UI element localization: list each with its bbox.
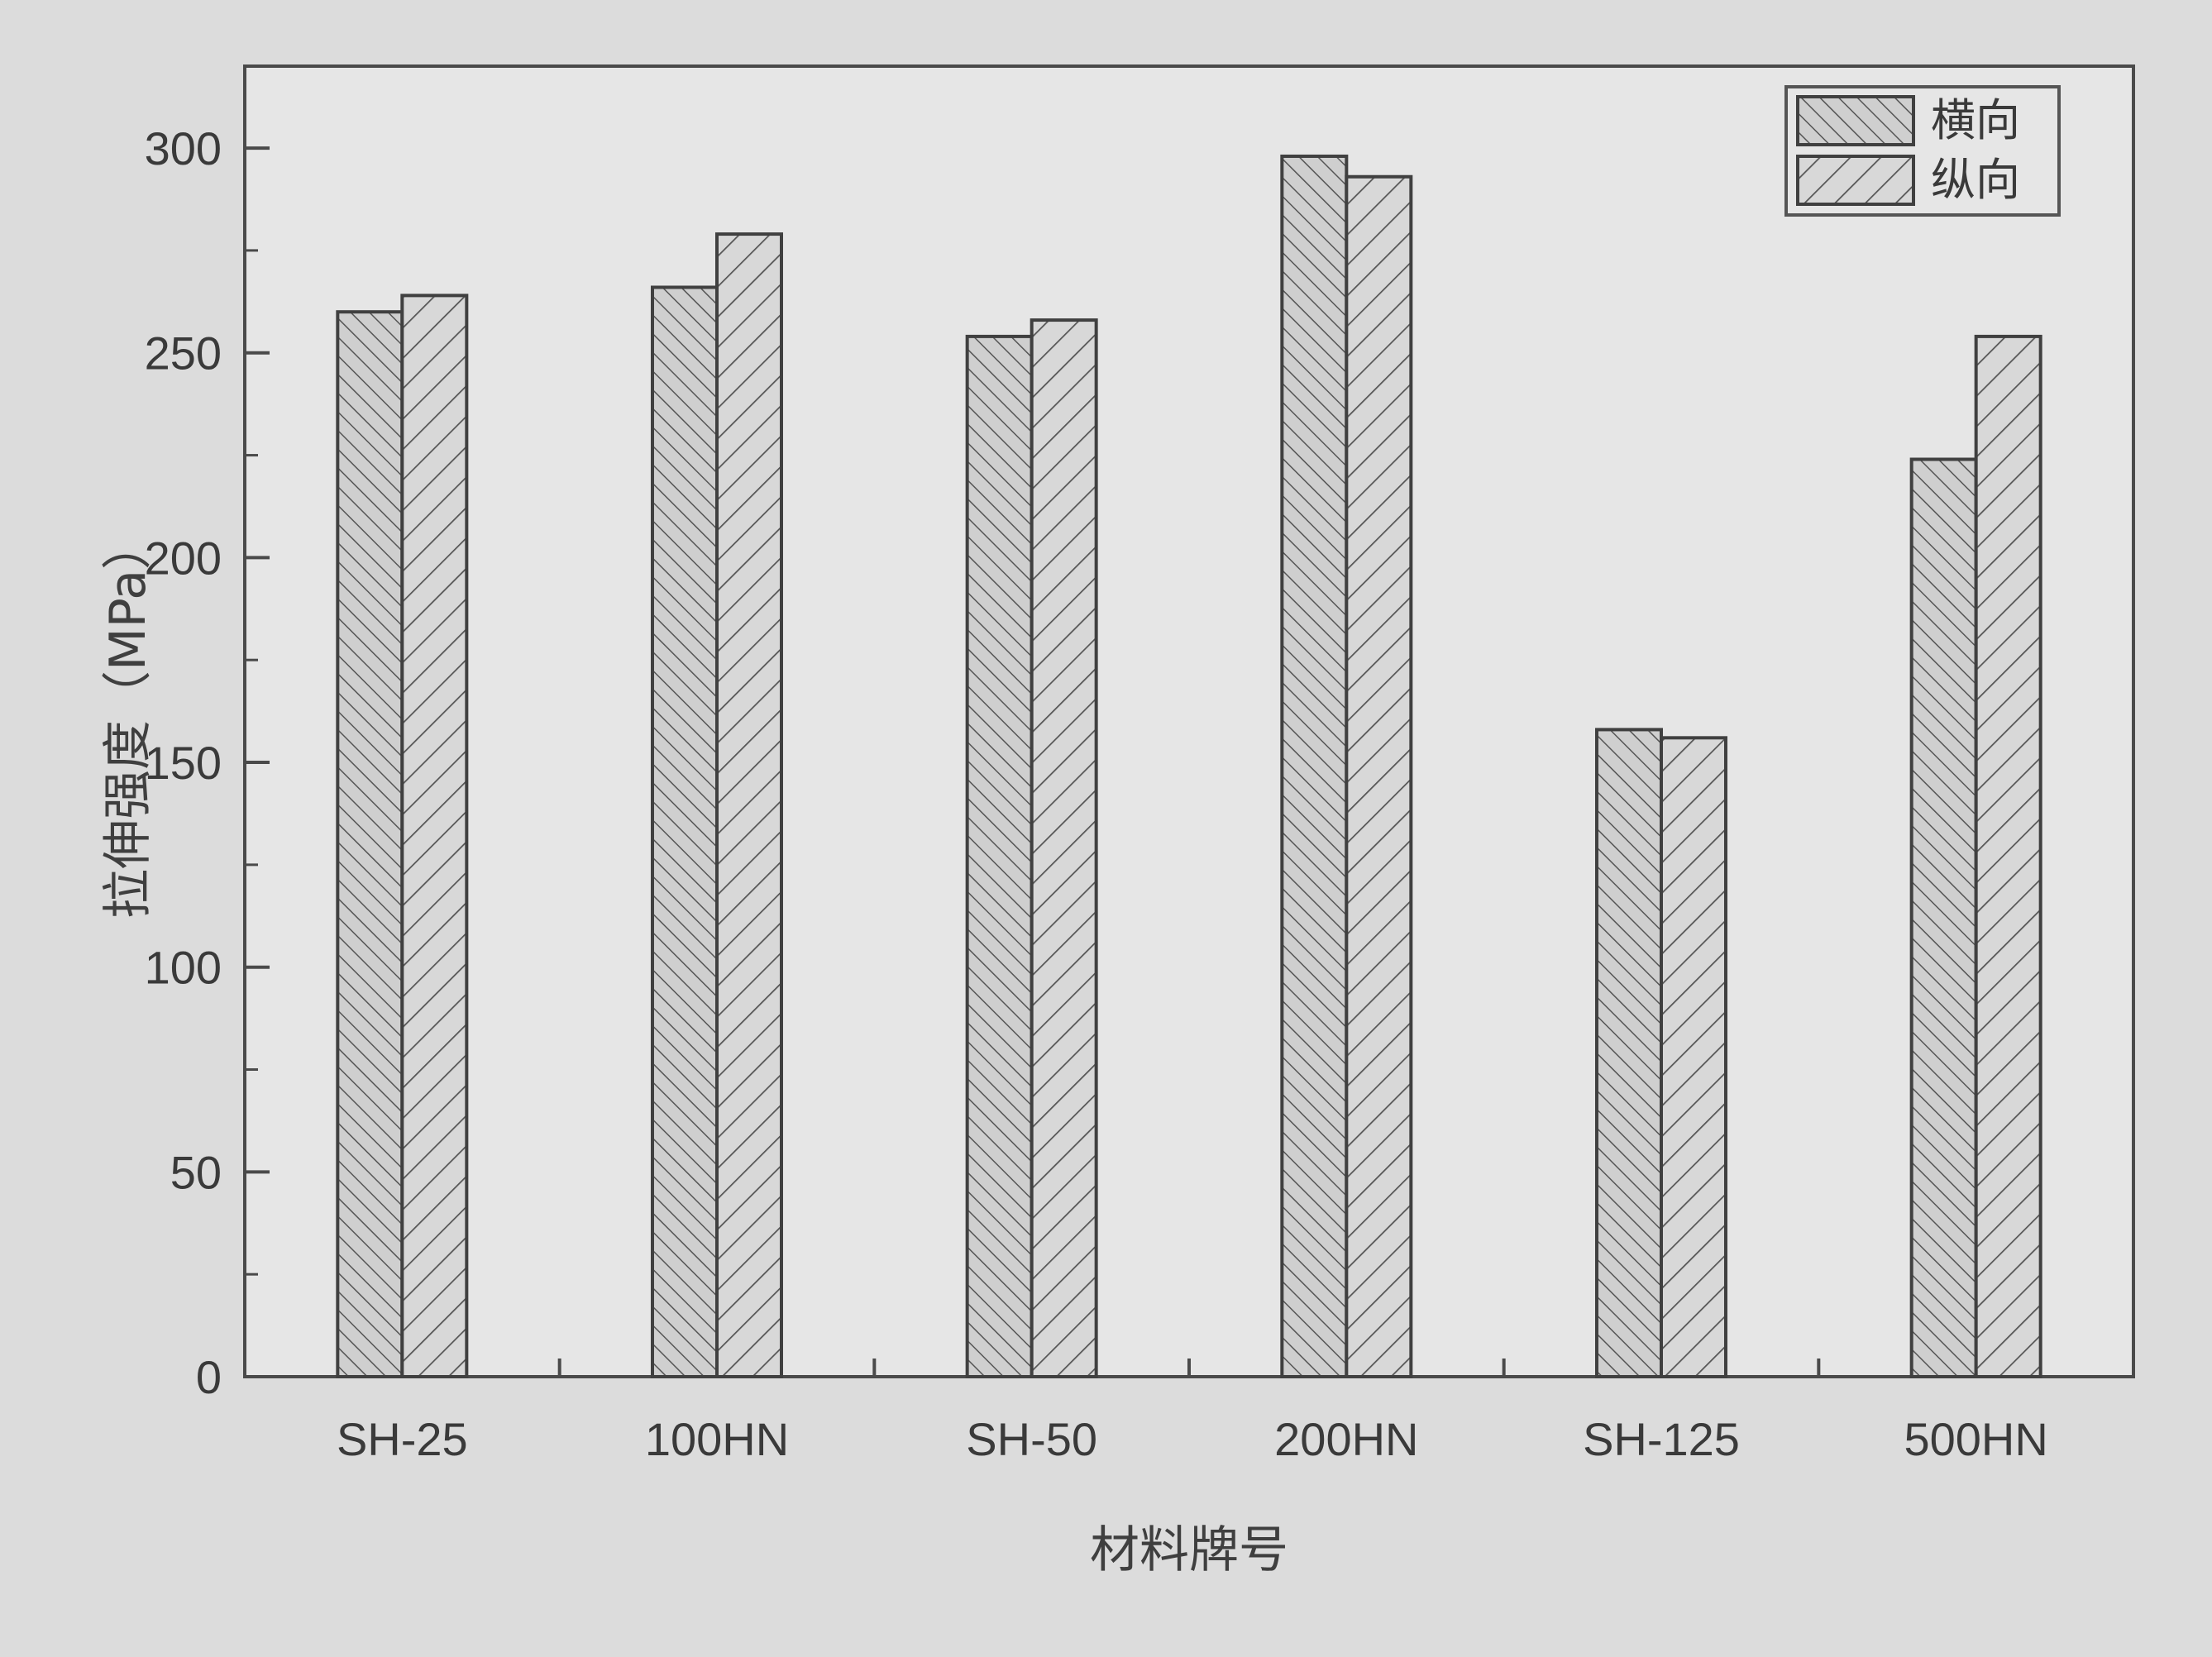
bar-SH-125-series-1 <box>1595 728 1663 1378</box>
x-tick-label: 500HN <box>1904 1413 2048 1465</box>
legend-swatch-series-1 <box>1796 95 1915 146</box>
legend-swatch-series-2 <box>1796 155 1915 206</box>
bar-SH-25-series-2 <box>400 294 469 1378</box>
x-axis-title: 材料牌号 <box>1090 1521 1288 1579</box>
bar-SH-50-series-1 <box>965 334 1034 1378</box>
x-tick-label: SH-50 <box>966 1413 1097 1465</box>
bar-200HN-series-2 <box>1345 174 1413 1378</box>
bars <box>336 154 2042 1378</box>
bar-500HN-series-1 <box>1909 457 1978 1378</box>
y-tick-label: 200 <box>145 532 222 584</box>
bar-100HN-series-2 <box>715 232 783 1378</box>
y-tick-label: 300 <box>145 122 222 174</box>
y-tick-label: 0 <box>196 1351 222 1403</box>
bar-200HN-series-1 <box>1280 154 1349 1378</box>
legend-label-series-2: 纵向 <box>1931 154 2020 206</box>
x-tick-label: SH-25 <box>337 1413 468 1465</box>
x-tick-label: 200HN <box>1274 1413 1418 1465</box>
y-tick-label: 50 <box>170 1146 222 1198</box>
bar-SH-25-series-1 <box>336 310 404 1378</box>
legend-label-series-1: 横向 <box>1931 94 2020 146</box>
plot-area <box>243 64 2135 1378</box>
bar-100HN-series-1 <box>651 285 719 1378</box>
x-tick-label: SH-125 <box>1583 1413 1740 1465</box>
y-axis: 0 50 100 150 200 250 300 <box>145 122 270 1403</box>
y-tick-label: 100 <box>145 942 222 994</box>
bar-SH-125-series-2 <box>1660 736 1727 1378</box>
bar-500HN-series-2 <box>1974 334 2042 1378</box>
x-tick-label: 100HN <box>645 1413 789 1465</box>
y-tick-label: 250 <box>145 327 222 380</box>
x-axis: SH-25 100HN SH-50 200HN SH-125 500HN <box>337 1359 2048 1465</box>
y-axis-title: 拉伸强度（MPa） <box>99 520 157 919</box>
y-tick-label: 150 <box>145 737 222 789</box>
bar-SH-50-series-2 <box>1030 318 1098 1378</box>
